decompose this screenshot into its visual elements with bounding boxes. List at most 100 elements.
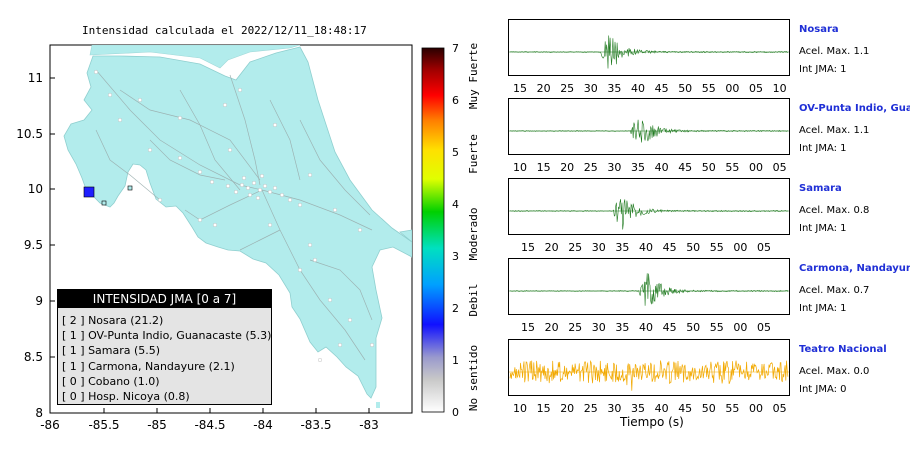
waveform-svg	[509, 360, 789, 391]
station-int-jma: Int JMA: 1	[799, 64, 847, 75]
station-acel-max: Acel. Max. 0.7	[799, 285, 870, 296]
map-y-tick-label: 10	[28, 182, 43, 196]
time-tick-label: 30	[607, 161, 622, 174]
legend-item: [ 1 ] Carmona, Nandayure (2.1)	[62, 359, 235, 373]
time-tick-label: 55	[725, 402, 740, 415]
colorbar-tick: 3	[452, 250, 459, 263]
waveform-svg	[509, 119, 789, 143]
time-tick-label: 45	[662, 321, 677, 334]
time-tick-label: 35	[615, 321, 630, 334]
station-marker-nosara	[83, 186, 95, 198]
time-tick-label: 20	[544, 241, 559, 254]
map-x-tick-label: -86	[40, 418, 60, 432]
map-x-tick-label: -85	[147, 418, 167, 432]
time-tick-label: 15	[521, 241, 535, 254]
time-tick-label: 50	[678, 82, 693, 95]
colorbar-tick: 5	[452, 146, 459, 159]
map-y-tick-label: 10.5	[16, 127, 43, 141]
colorbar-tick: 6	[452, 94, 459, 107]
station-marker-samara	[127, 185, 133, 191]
station-name: Carmona, Nandayure	[799, 263, 910, 274]
intensity-legend: INTENSIDAD JMA [0 a 7] [ 2 ] Nosara (21.…	[57, 289, 272, 405]
time-tick-label: 05	[772, 161, 787, 174]
station-marker-carmona	[101, 200, 107, 206]
time-tick-label: 50	[686, 241, 701, 254]
waveform-trace	[509, 273, 789, 306]
time-tick-label: 00	[733, 321, 748, 334]
time-tick-label: 45	[662, 241, 677, 254]
colorbar-label-fuerte: Fuerte	[467, 134, 480, 174]
map-x-tick-label: -83	[359, 418, 379, 432]
station-acel-max: Acel. Max. 1.1	[799, 46, 870, 57]
colorbar-tick: 7	[452, 42, 459, 55]
colorbar	[421, 47, 445, 413]
legend-item: [ 1 ] OV-Punta Indio, Guanacaste (5.3)	[62, 329, 272, 343]
time-tick-label: 15	[513, 82, 527, 95]
time-tick-label: 05	[757, 321, 771, 334]
seismogram-panel	[508, 178, 790, 235]
station-int-jma: Int JMA: 1	[799, 303, 847, 314]
time-tick-label: 30	[607, 402, 622, 415]
map-y-tick-label: 11	[28, 71, 43, 85]
time-tick-label: 40	[639, 321, 653, 334]
time-ticks: 10 15 20 25 30 35 40 45 50 55 00 05	[508, 161, 790, 175]
map-y-ticks	[50, 77, 55, 414]
time-tick-label: 20	[536, 82, 551, 95]
seismogram-panel	[508, 258, 790, 315]
x-axis-label: Tiempo (s)	[620, 415, 684, 429]
waveform-svg	[509, 199, 789, 230]
time-tick-label: 35	[631, 161, 645, 174]
seismogram-panel	[508, 19, 790, 76]
time-tick-label: 20	[560, 402, 575, 415]
time-tick-label: 45	[678, 161, 693, 174]
station-int-jma: Int JMA: 0	[799, 384, 847, 395]
time-tick-label: 25	[568, 241, 583, 254]
station-dots	[93, 69, 375, 363]
seismogram-panel	[508, 98, 790, 155]
time-tick-label: 30	[591, 321, 606, 334]
map-y-tick-label: 9.5	[24, 238, 43, 252]
time-tick-label: 55	[701, 82, 716, 95]
time-ticks: 15 20 25 30 35 40 45 50 55 00 05 10	[508, 82, 790, 96]
time-tick-label: 35	[615, 241, 630, 254]
time-tick-label: 15	[521, 321, 535, 334]
time-tick-label: 25	[583, 402, 598, 415]
map-y-tick-label: 9	[35, 294, 43, 308]
time-tick-label: 50	[701, 402, 716, 415]
station-name: Samara	[799, 183, 842, 194]
colorbar-label-muy-fuerte: Muy Fuerte	[467, 43, 480, 109]
time-tick-label: 55	[725, 161, 740, 174]
map-x-ticks	[49, 408, 370, 413]
colorbar-label-moderado: Moderado	[467, 208, 480, 261]
waveform-trace	[509, 35, 788, 69]
station-int-jma: Int JMA: 1	[799, 143, 847, 154]
time-tick-label: 30	[583, 82, 598, 95]
time-tick-label: 45	[654, 82, 669, 95]
colorbar-tick: 2	[452, 302, 459, 315]
legend-item: [ 1 ] Samara (5.5)	[62, 344, 161, 358]
time-tick-label: 20	[544, 321, 559, 334]
land-panama	[399, 229, 412, 243]
time-tick-label: 50	[701, 161, 716, 174]
time-tick-label: 35	[631, 402, 645, 415]
time-tick-label: 15	[536, 161, 551, 174]
time-tick-label: 50	[686, 321, 701, 334]
time-tick-label: 10	[513, 402, 527, 415]
station-acel-max: Acel. Max. 1.1	[799, 125, 870, 136]
time-tick-label: 25	[560, 82, 575, 95]
colorbar-tick: 0	[452, 406, 459, 419]
map-x-tick-label: -84.5	[194, 418, 225, 432]
time-tick-label: 10	[772, 82, 787, 95]
time-ticks: 10 15 20 25 30 35 40 45 50 55 00 05	[508, 402, 790, 416]
time-tick-label: 40	[654, 161, 669, 174]
time-tick-label: 00	[749, 161, 763, 174]
land-nicaragua	[89, 45, 301, 69]
colorbar-tick: 1	[452, 354, 459, 367]
map-x-tick-label: -83.5	[300, 418, 331, 432]
waveform-svg	[509, 273, 789, 306]
time-tick-label: 00	[725, 82, 740, 95]
land-island	[376, 402, 380, 408]
roads	[95, 69, 373, 361]
station-acel-max: Acel. Max. 0.0	[799, 366, 870, 377]
time-tick-label: 20	[560, 161, 575, 174]
